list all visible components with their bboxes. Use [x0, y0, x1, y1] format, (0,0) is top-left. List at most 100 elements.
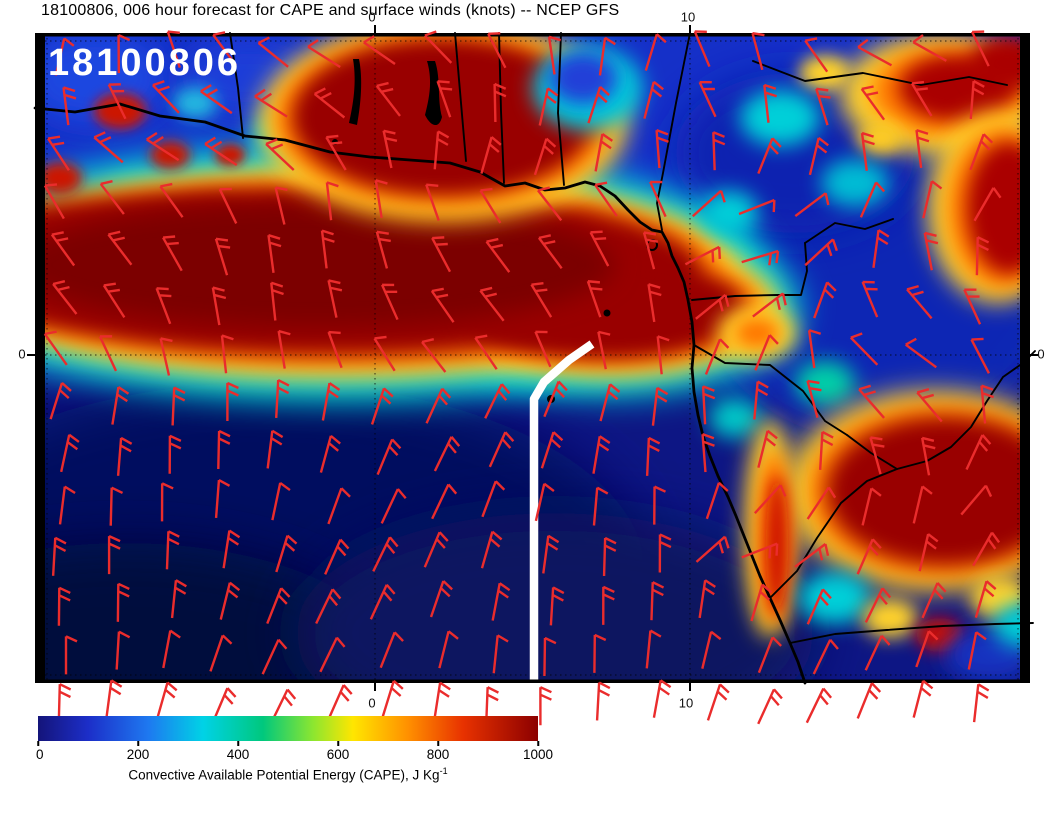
- wind-barb: [597, 330, 611, 370]
- wind-barb: [970, 337, 990, 374]
- wind-barb: [479, 286, 505, 322]
- wind-barb: [43, 330, 68, 366]
- wind-barb: [265, 138, 295, 171]
- wind-barb: [155, 681, 178, 720]
- wind-barb: [370, 387, 394, 425]
- wind-barb: [794, 192, 830, 217]
- wind-barb: [656, 335, 670, 375]
- wind-barb: [975, 236, 990, 276]
- wind-barb: [861, 487, 882, 526]
- wind-barb: [645, 436, 661, 476]
- wind-barb: [211, 286, 227, 326]
- wind-barb: [647, 283, 662, 323]
- wind-barb: [226, 381, 239, 421]
- wind-barb: [757, 636, 782, 674]
- wind-barb: [480, 136, 502, 174]
- wind-barb: [493, 82, 507, 123]
- wind-barb: [481, 480, 506, 518]
- wind-barb: [705, 481, 729, 520]
- wind-barb: [159, 182, 184, 218]
- wind-barb: [58, 485, 76, 525]
- wind-barb: [170, 579, 187, 619]
- wind-barb: [849, 332, 879, 366]
- wind-barb: [380, 283, 399, 321]
- colorbar-tick-label: 800: [426, 747, 450, 762]
- wind-barb: [684, 245, 721, 266]
- wind-barb: [327, 279, 343, 318]
- wind-barb: [804, 37, 829, 73]
- colorbar-tick-mark: [437, 741, 439, 746]
- cape-region: [35, 203, 615, 327]
- cape-region: [295, 513, 815, 683]
- wind-barb: [380, 488, 407, 524]
- wind-barb: [752, 292, 787, 318]
- colorbar-gradient: [38, 716, 538, 741]
- wind-barb: [52, 280, 78, 315]
- wind-barb: [751, 31, 765, 71]
- wind-barb: [369, 583, 396, 620]
- wind-barb: [794, 543, 830, 568]
- wind-barb: [912, 34, 947, 62]
- colorbar-tick-label: 0: [36, 747, 44, 762]
- wind-barb: [980, 384, 995, 424]
- graticule-layer: [35, 33, 1030, 683]
- wind-barb: [480, 530, 503, 569]
- wind-barb: [857, 38, 893, 67]
- cape-region: [858, 122, 902, 154]
- country-border: [454, 32, 467, 162]
- wind-barb: [372, 536, 399, 572]
- wind-barb: [712, 131, 726, 171]
- wind-barb: [587, 86, 610, 124]
- wind-barb: [806, 588, 832, 625]
- wind-barb: [146, 131, 180, 162]
- wind-barb: [972, 531, 1001, 567]
- wind-barb: [538, 87, 559, 126]
- wind-barb: [315, 588, 342, 625]
- wind-barb: [658, 533, 672, 573]
- wind-barb: [433, 681, 451, 721]
- cape-region: [799, 572, 871, 624]
- wind-barb: [487, 32, 507, 69]
- wind-barb: [923, 231, 939, 271]
- wind-barb: [813, 281, 837, 319]
- wind-barb: [693, 30, 711, 67]
- wind-barb: [643, 80, 664, 119]
- wind-barb: [327, 330, 343, 369]
- wind-barb: [117, 34, 131, 74]
- wind-barb: [642, 231, 659, 270]
- wind-barb: [271, 481, 291, 521]
- wind-barb: [861, 280, 879, 318]
- wind-barb: [151, 80, 180, 114]
- wind-barb: [872, 229, 890, 268]
- wind-barb: [530, 282, 553, 318]
- wind-barb: [534, 330, 552, 368]
- wind-barb: [266, 429, 284, 469]
- wind-barb: [808, 136, 829, 176]
- country-border: [229, 32, 244, 139]
- cape-region: [735, 318, 779, 348]
- wind-barb: [431, 483, 458, 520]
- wind-barb: [492, 634, 509, 674]
- wind-barb: [257, 36, 289, 68]
- wind-barb: [49, 381, 72, 420]
- wind-barb: [595, 681, 611, 721]
- wind-barb: [753, 484, 787, 515]
- wind-barb: [599, 383, 621, 422]
- wind-barb: [98, 335, 118, 372]
- wind-barb: [750, 583, 773, 622]
- wind-barb: [912, 679, 934, 718]
- frame-bottom: [35, 679, 1030, 683]
- timestamp-label: 18100806: [48, 42, 242, 84]
- wind-barb: [594, 133, 614, 172]
- wind-barb: [433, 436, 461, 472]
- wind-barb: [474, 334, 498, 370]
- wind-barb: [485, 237, 511, 273]
- wind-barb: [116, 436, 133, 476]
- wind-barb: [171, 386, 186, 426]
- wind-barb: [695, 535, 730, 563]
- wind-barb: [593, 633, 607, 673]
- cape-region: [702, 191, 758, 235]
- wind-barb: [321, 382, 341, 421]
- wind-barb: [757, 429, 778, 468]
